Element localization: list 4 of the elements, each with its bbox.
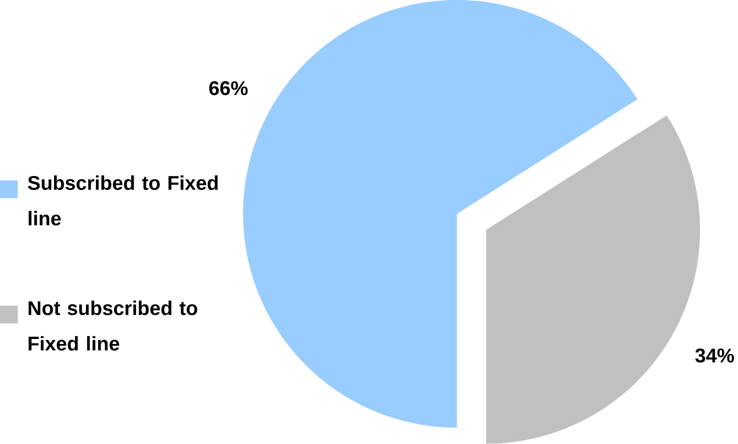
data-label: 66%: [209, 81, 248, 96]
data-label: 34%: [695, 348, 734, 363]
legend-label: Subscribed to Fixed line: [28, 176, 218, 226]
legend-label: Not subscribed to Fixed line: [28, 300, 198, 351]
